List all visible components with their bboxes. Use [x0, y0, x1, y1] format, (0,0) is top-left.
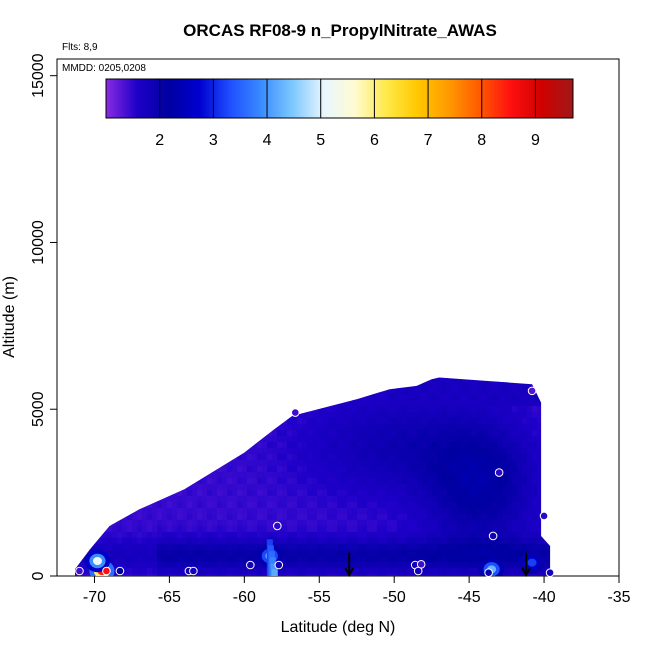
colorbar: 2 3 4 5 6 7 8 9 — [105, 78, 574, 149]
x-tick-label: -65 — [158, 589, 181, 606]
x-tick-label: -60 — [233, 589, 256, 606]
flights-note: Flts: 8,9 — [62, 42, 98, 53]
sample-point — [539, 511, 549, 521]
chart-title: ORCAS RF08-9 n_PropylNitrate_AWAS — [183, 21, 497, 40]
sample-point — [102, 566, 111, 576]
y-tick-label: 10000 — [30, 220, 47, 265]
x-axis-label: Latitude (deg N) — [281, 619, 396, 636]
colorbar-tick-label: 9 — [531, 132, 540, 149]
x-tick-label: -35 — [607, 589, 630, 606]
sample-point — [413, 566, 423, 576]
hotspot — [92, 556, 102, 565]
x-tick-label: -50 — [383, 589, 406, 606]
colorbar-gradient — [105, 78, 574, 119]
sample-point — [115, 566, 125, 576]
dates-note: MMDD: 0205,0208 — [62, 63, 146, 74]
hotspot — [527, 558, 537, 567]
sample-point — [75, 566, 84, 576]
y-tick-label: 5000 — [30, 391, 47, 427]
sample-point — [274, 560, 284, 570]
x-tick-label: -40 — [533, 589, 556, 606]
x-axis: -70 -65 -60 -55 -50 -45 -40 -35 — [83, 576, 631, 606]
colorbar-tick-label: 3 — [209, 132, 218, 149]
sample-points — [75, 386, 555, 577]
y-tick-label: 0 — [30, 571, 47, 580]
x-tick-label: -45 — [458, 589, 481, 606]
x-tick-label: -55 — [308, 589, 331, 606]
sample-point — [290, 408, 300, 417]
sample-point — [273, 521, 282, 531]
down-arrow-icon — [344, 552, 355, 578]
sample-point — [494, 468, 504, 477]
sample-point — [246, 560, 255, 570]
sample-point — [484, 568, 493, 577]
colorbar-tick-label: 4 — [263, 132, 272, 149]
colorbar-tick-label: 5 — [316, 132, 325, 149]
sample-point — [527, 386, 537, 396]
sample-point — [545, 568, 555, 577]
arrow-markers — [344, 552, 531, 578]
colorbar-tick-label: 7 — [424, 132, 433, 149]
sample-point — [488, 531, 498, 541]
x-tick-label: -70 — [83, 589, 106, 606]
colorbar-tick-label: 6 — [370, 132, 379, 149]
colorbar-tick-label: 8 — [477, 132, 486, 149]
colorbar-tick-label: 2 — [155, 132, 164, 149]
down-arrow-icon — [521, 552, 531, 578]
sample-point — [189, 566, 198, 576]
y-axis: 0 5000 10000 15000 — [30, 53, 57, 580]
y-tick-label: 15000 — [30, 53, 47, 98]
y-axis-label: Altitude (m) — [1, 276, 18, 358]
